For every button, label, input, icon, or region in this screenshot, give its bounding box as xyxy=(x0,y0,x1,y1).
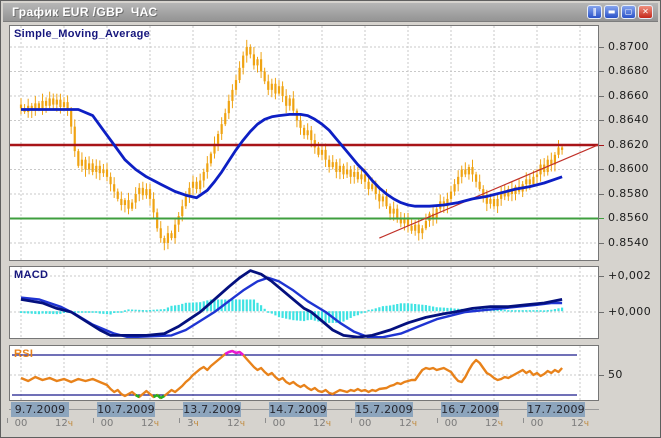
price-scale: 0.8700 0.8680 0.8660 0.8640 0.8620 0.8600 0.85… xyxy=(599,1,660,437)
day-boundary-tick xyxy=(264,418,266,423)
rsi-tick-label: 50 xyxy=(608,368,623,381)
price-tick-tick xyxy=(599,120,604,121)
macd-panel[interactable]: MACD xyxy=(9,266,599,339)
price-tick-tick xyxy=(599,169,604,170)
sma-line xyxy=(21,108,563,208)
rsi-overbought-segment xyxy=(224,349,245,356)
price-tick-label: 0.8560 xyxy=(608,211,649,224)
maximize-button[interactable]: ▢ xyxy=(621,5,636,19)
macd-label: MACD xyxy=(14,269,49,281)
date-label: 10.7.2009 xyxy=(96,402,155,417)
time-label: 00 xyxy=(444,418,458,429)
price-tick-label: 0.8660 xyxy=(608,89,649,102)
price-tick-tick xyxy=(599,145,604,146)
time-label: 12ч xyxy=(570,418,590,429)
close-button[interactable]: ✕ xyxy=(638,5,653,19)
time-label: 00 xyxy=(272,418,286,429)
rsi-oversold-segment xyxy=(135,393,165,400)
price-tick-label: 0.8680 xyxy=(608,64,649,77)
macd-tick-label: +0,000 xyxy=(608,305,652,318)
time-label: 12ч xyxy=(54,418,74,429)
price-tick-label: 0.8580 xyxy=(608,187,649,200)
rsi-label: RSI xyxy=(14,348,34,360)
price-tick-label: 0.8640 xyxy=(608,113,649,126)
window-controls: ‖ ▬ ▢ ✕ xyxy=(587,5,653,19)
macd-tick-tick xyxy=(599,312,604,313)
time-label: 00 xyxy=(14,418,28,429)
macd-main-line xyxy=(20,269,563,338)
time-label: 00 xyxy=(358,418,372,429)
rsi-panel[interactable]: RSI xyxy=(9,345,599,401)
price-chart-panel[interactable]: Simple_Moving_Average xyxy=(9,25,599,261)
ascending-trendline xyxy=(379,144,598,239)
price-tick-tick xyxy=(599,47,604,48)
rsi-plot[interactable] xyxy=(10,346,598,400)
macd-tick-tick xyxy=(599,276,604,277)
macd-tick-label: +0,002 xyxy=(608,269,652,282)
price-tick-label: 0.8700 xyxy=(608,40,649,53)
date-label: 14.7.2009 xyxy=(268,402,327,417)
time-scale: 9.7.2009 00 12ч 10.7.2009 00 12ч 13.7.2009 3ч 12… xyxy=(1,401,660,435)
time-label: 12ч xyxy=(398,418,418,429)
date-label: 9.7.2009 xyxy=(11,402,69,417)
day-boundary-tick xyxy=(436,418,438,423)
day-boundary-tick xyxy=(350,418,352,423)
price-chart-plot[interactable] xyxy=(10,26,598,260)
window-title: График EUR /GBP ЧАС xyxy=(12,5,158,19)
price-tick-tick xyxy=(599,218,604,219)
date-label: 13.7.2009 xyxy=(182,402,241,417)
price-tick-tick xyxy=(599,194,604,195)
price-tick-label: 0.8600 xyxy=(608,162,649,175)
price-tick-tick xyxy=(599,71,604,72)
time-label: 00 xyxy=(100,418,114,429)
date-label: 15.7.2009 xyxy=(354,402,413,417)
day-boundary-tick xyxy=(7,418,8,423)
date-label: 17.7.2009 xyxy=(526,402,585,417)
pause-button[interactable]: ‖ xyxy=(587,5,602,19)
minimize-button[interactable]: ▬ xyxy=(604,5,619,19)
macd-plot[interactable] xyxy=(10,267,598,338)
title-bar[interactable]: График EUR /GBP ЧАС ‖ ▬ ▢ ✕ xyxy=(3,3,658,22)
day-boundary-tick xyxy=(92,418,94,423)
day-boundary-tick xyxy=(522,418,524,423)
price-tick-tick xyxy=(599,96,604,97)
time-label: 00 xyxy=(530,418,544,429)
sma-label: Simple_Moving_Average xyxy=(14,28,151,40)
time-label: 12ч xyxy=(140,418,160,429)
time-label: 12ч xyxy=(226,418,246,429)
time-label: 3ч xyxy=(187,418,199,429)
date-label: 16.7.2009 xyxy=(440,402,499,417)
rsi-line xyxy=(20,349,563,400)
price-tick-label: 0.8540 xyxy=(608,236,649,249)
day-boundary-tick xyxy=(178,418,180,423)
time-label: 12ч xyxy=(484,418,504,429)
rsi-tick-tick xyxy=(599,375,604,376)
time-label: 12ч xyxy=(312,418,332,429)
price-tick-label: 0.8620 xyxy=(608,138,649,151)
price-tick-tick xyxy=(599,243,604,244)
